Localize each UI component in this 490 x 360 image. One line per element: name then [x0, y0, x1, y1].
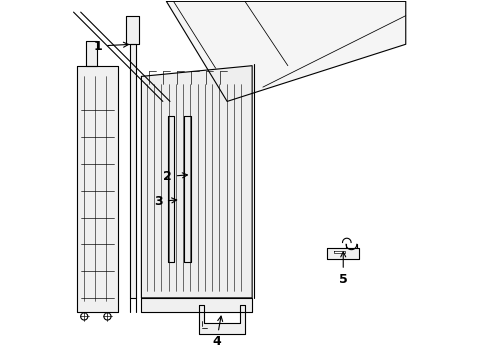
- Text: 2: 2: [163, 170, 187, 183]
- Polygon shape: [334, 251, 345, 253]
- Polygon shape: [198, 305, 245, 334]
- Polygon shape: [126, 16, 139, 44]
- Text: 3: 3: [154, 195, 177, 208]
- Text: 1: 1: [94, 40, 128, 53]
- Polygon shape: [167, 1, 406, 102]
- Polygon shape: [184, 116, 191, 262]
- Text: 4: 4: [212, 316, 222, 348]
- Polygon shape: [142, 298, 252, 312]
- Text: 5: 5: [339, 252, 347, 286]
- Polygon shape: [168, 116, 173, 262]
- Polygon shape: [86, 41, 97, 66]
- Polygon shape: [142, 66, 252, 298]
- Polygon shape: [130, 44, 136, 298]
- Polygon shape: [327, 248, 359, 258]
- Polygon shape: [77, 66, 118, 312]
